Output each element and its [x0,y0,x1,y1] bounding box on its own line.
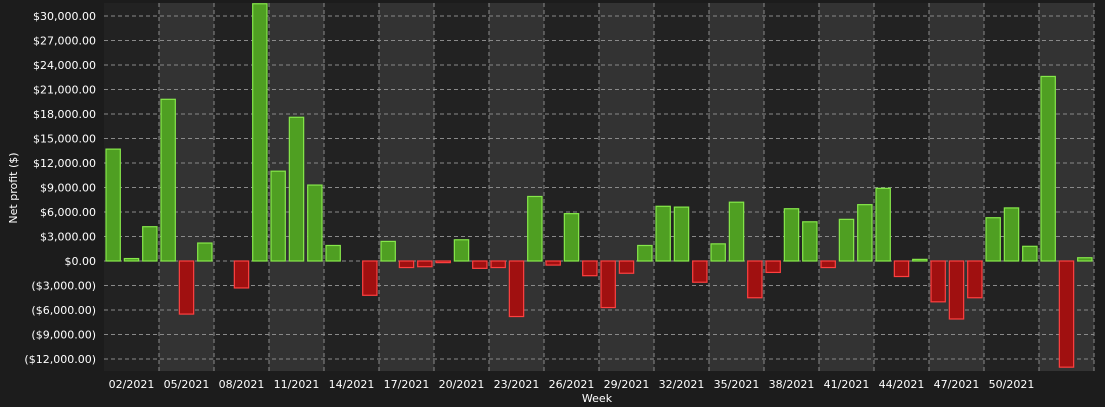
bar-positive [307,184,323,262]
bar-negative [948,260,965,320]
bar-positive [563,213,580,262]
bar-positive [142,226,158,262]
bar-negative [618,260,635,274]
bar-negative [765,260,781,274]
x-tick-label: 20/2021 [439,378,485,391]
bar-negative [490,260,506,269]
x-tick-label: 32/2021 [659,378,705,391]
x-tick-label: 44/2021 [879,378,925,391]
bar-negative [508,260,525,318]
bar-negative [1058,260,1075,368]
bar-positive [1077,257,1093,262]
bar-negative [893,260,910,278]
bar-positive [1022,245,1038,262]
bar-positive [380,240,396,262]
x-tick-label: 08/2021 [219,378,265,391]
y-tick-label: $18,000.00 [33,108,96,121]
bar-negative [692,260,708,283]
y-tick-label: $21,000.00 [33,84,96,97]
x-tick-label: 26/2021 [549,378,595,391]
y-tick-label: ($12,000.00) [24,353,96,366]
y-tick-label: $30,000.00 [33,10,96,23]
bar-negative [930,260,946,303]
y-tick-label: ($3,000.00) [31,280,96,293]
x-tick-label: 02/2021 [109,378,155,391]
bar-positive [857,204,873,262]
y-tick-label: ($6,000.00) [31,304,96,317]
bar-positive [160,98,176,262]
gridlines [104,3,1095,371]
x-tick-label: 11/2021 [274,378,320,391]
bar-negative [582,260,598,277]
x-axis-ticks: 02/2021 05/2021 08/2021 11/2021 14/2021 17/20… [109,378,1035,391]
bar-positive [838,218,855,262]
bar-series [105,3,1093,368]
y-axis-title: Net profit ($) [7,152,20,223]
bar-negative [747,260,763,299]
bar-negative [472,260,488,269]
bar-negative [417,260,433,268]
bar-positive [1040,75,1056,262]
bar-positive [1003,207,1020,262]
bar-negative [820,260,836,269]
bar-negative [233,260,250,289]
bar-negative [435,260,451,264]
bar-positive [655,205,671,262]
bar-positive [710,243,726,262]
bar-negative [967,260,983,299]
bar-negative [398,260,415,269]
bar-positive [802,221,818,262]
bar-positive [527,195,543,262]
x-tick-label: 38/2021 [769,378,815,391]
bar-positive [123,257,140,262]
y-tick-label: $27,000.00 [33,35,96,48]
bar-positive [673,206,690,262]
bar-positive [912,258,928,262]
y-tick-label: $24,000.00 [33,59,96,72]
x-tick-label: 41/2021 [824,378,870,391]
x-tick-label: 29/2021 [604,378,650,391]
bar-positive [288,116,305,262]
bar-negative [545,260,561,266]
bar-positive [453,239,470,262]
x-tick-label: 35/2021 [714,378,760,391]
bar-positive [875,187,891,262]
x-tick-label: 47/2021 [934,378,980,391]
y-tick-label: $0.00 [65,255,97,268]
bar-positive [325,244,341,262]
y-tick-label: $6,000.00 [40,206,96,219]
bar-positive [728,201,745,262]
bar-negative [600,260,616,309]
bar-positive [197,242,213,262]
y-tick-label: $15,000.00 [33,133,96,146]
x-tick-label: 50/2021 [989,378,1035,391]
bar-positive [637,244,653,262]
bar-positive [985,217,1001,262]
y-tick-label: $9,000.00 [40,182,96,195]
y-tick-label: ($9,000.00) [31,329,96,342]
x-tick-label: 14/2021 [329,378,375,391]
x-tick-label: 17/2021 [384,378,430,391]
x-tick-label: 23/2021 [494,378,540,391]
bar-negative [362,260,378,296]
bar-positive [252,3,268,262]
y-tick-label: $12,000.00 [33,157,96,170]
x-axis-title: Week [582,392,613,405]
y-axis-ticks: $30,000.00 $27,000.00 $24,000.00 $21,000.00… [24,10,96,366]
bar-positive [105,148,121,262]
x-tick-label: 05/2021 [164,378,210,391]
y-tick-label: $3,000.00 [40,231,96,244]
bar-positive [783,208,800,262]
bar-positive [270,170,286,262]
bar-negative [178,260,195,315]
